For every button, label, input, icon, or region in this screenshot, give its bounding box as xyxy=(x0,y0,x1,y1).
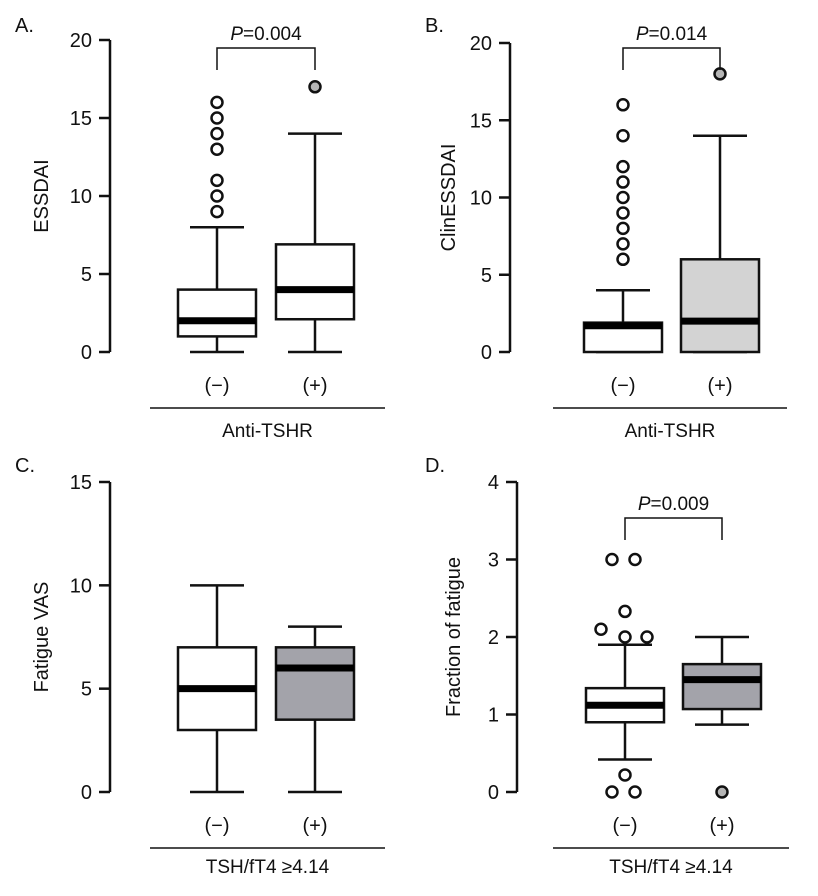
outlier-point xyxy=(628,785,642,799)
y-tick-label: 15 xyxy=(70,108,92,130)
category-label: (+) xyxy=(710,815,735,837)
y-tick-label: 10 xyxy=(70,575,92,597)
iqr-box xyxy=(681,662,763,711)
panel-c: C. 0 5 10 15 Fatigue VAS (−) (+) TSH/fT4 ≥4.14 xyxy=(15,455,385,878)
x-axis-title: TSH/fT4 ≥4.14 xyxy=(609,857,733,878)
y-tick-label: 5 xyxy=(81,679,92,701)
category-label: (−) xyxy=(611,375,636,397)
outlier-point xyxy=(616,128,630,143)
panel-label: A. xyxy=(15,15,34,37)
box-positive xyxy=(274,625,356,794)
outlier-point xyxy=(616,175,630,189)
significance-bracket xyxy=(622,47,721,70)
x-axis-title: Anti-TSHR xyxy=(625,421,716,442)
panel-label: B. xyxy=(425,15,444,37)
y-tick-label: 20 xyxy=(70,30,92,52)
iqr-box xyxy=(679,258,761,354)
box-positive xyxy=(681,635,763,799)
iqr-box xyxy=(274,243,356,321)
p-value-label: P=0.009 xyxy=(638,494,709,515)
y-tick-label: 0 xyxy=(81,782,92,804)
outlier-point xyxy=(616,190,630,205)
panel-label: D. xyxy=(425,455,445,477)
y-tick-label: 4 xyxy=(488,472,499,494)
outlier-point xyxy=(616,159,630,174)
box-positive xyxy=(679,67,761,354)
outlier-point xyxy=(618,630,632,644)
outlier-point xyxy=(605,552,619,567)
panel-a: A. 0 5 10 15 20 ESSDAI (−) (+) Anti-TSHR P=0.004 xyxy=(15,15,385,442)
box-negative xyxy=(582,98,664,354)
p-value-label: P=0.004 xyxy=(230,24,302,45)
category-label: (+) xyxy=(303,815,328,837)
x-axis-title: Anti-TSHR xyxy=(222,421,313,442)
p-value-text: =0.014 xyxy=(649,24,708,45)
outlier-point xyxy=(618,768,632,782)
outlier-point xyxy=(628,552,642,567)
outlier-point xyxy=(616,98,630,112)
y-tick-label: 20 xyxy=(470,33,492,55)
p-value-text: =0.004 xyxy=(243,24,302,45)
outlier-point xyxy=(605,785,619,799)
x-axis-title: TSH/fT4 ≥4.14 xyxy=(206,857,330,878)
outlier-point xyxy=(210,173,224,188)
outlier-point xyxy=(616,237,630,251)
outlier-point xyxy=(713,67,727,81)
y-axis-title: Fatigue VAS xyxy=(31,582,53,693)
y-tick-label: 15 xyxy=(470,110,492,132)
y-tick-label: 10 xyxy=(70,186,92,208)
category-label: (+) xyxy=(708,375,733,397)
y-tick-label: 5 xyxy=(81,264,92,286)
outlier-point xyxy=(640,630,654,644)
p-value-label: P=0.014 xyxy=(636,24,708,45)
y-tick-label: 5 xyxy=(481,265,492,287)
box-negative xyxy=(176,584,258,794)
p-value-prefix: P xyxy=(638,494,651,515)
category-label: (+) xyxy=(303,375,328,397)
category-label: (−) xyxy=(205,375,230,397)
outlier-point xyxy=(210,111,224,125)
outlier-point xyxy=(616,206,630,220)
significance-bracket xyxy=(216,47,316,70)
y-tick-label: 2 xyxy=(488,627,499,649)
box-negative xyxy=(584,552,666,799)
y-tick-label: 10 xyxy=(470,188,492,210)
y-tick-label: 3 xyxy=(488,550,499,572)
panel-b: B. 0 5 10 15 20 ClinESSDAI (−) (+) Anti-TSHR P=0.0… xyxy=(425,15,787,442)
y-tick-label: 0 xyxy=(81,342,92,364)
significance-bracket xyxy=(624,517,723,540)
outlier-point xyxy=(308,80,322,94)
outlier-point xyxy=(210,204,224,219)
outlier-point xyxy=(715,785,729,799)
y-axis-title: ClinESSDAI xyxy=(438,144,460,252)
panel-d: D. 0 1 2 3 4 Fraction of fatigue (−) (+) TSH/fT4 … xyxy=(425,455,789,878)
outlier-point xyxy=(210,142,224,156)
outlier-point xyxy=(594,622,608,636)
outlier-point xyxy=(210,95,224,110)
p-value-text: =0.009 xyxy=(651,494,710,515)
y-tick-label: 0 xyxy=(481,342,492,364)
outlier-point xyxy=(618,604,632,619)
category-label: (−) xyxy=(205,815,230,837)
box-negative xyxy=(176,95,258,354)
outlier-point xyxy=(210,126,224,141)
iqr-box xyxy=(176,288,258,338)
outlier-point xyxy=(616,221,630,236)
iqr-box xyxy=(274,646,356,721)
y-axis-title: Fraction of fatigue xyxy=(443,557,465,717)
p-value-prefix: P xyxy=(636,24,649,45)
p-value-prefix: P xyxy=(230,24,243,45)
outlier-point xyxy=(616,252,630,267)
panel-label: C. xyxy=(15,455,35,477)
category-label: (−) xyxy=(613,815,638,837)
y-tick-label: 0 xyxy=(488,782,499,804)
outlier-point xyxy=(210,189,224,203)
y-axis-title: ESSDAI xyxy=(31,159,53,232)
y-tick-label: 1 xyxy=(488,705,499,727)
box-positive xyxy=(274,80,356,354)
y-tick-label: 15 xyxy=(70,472,92,494)
